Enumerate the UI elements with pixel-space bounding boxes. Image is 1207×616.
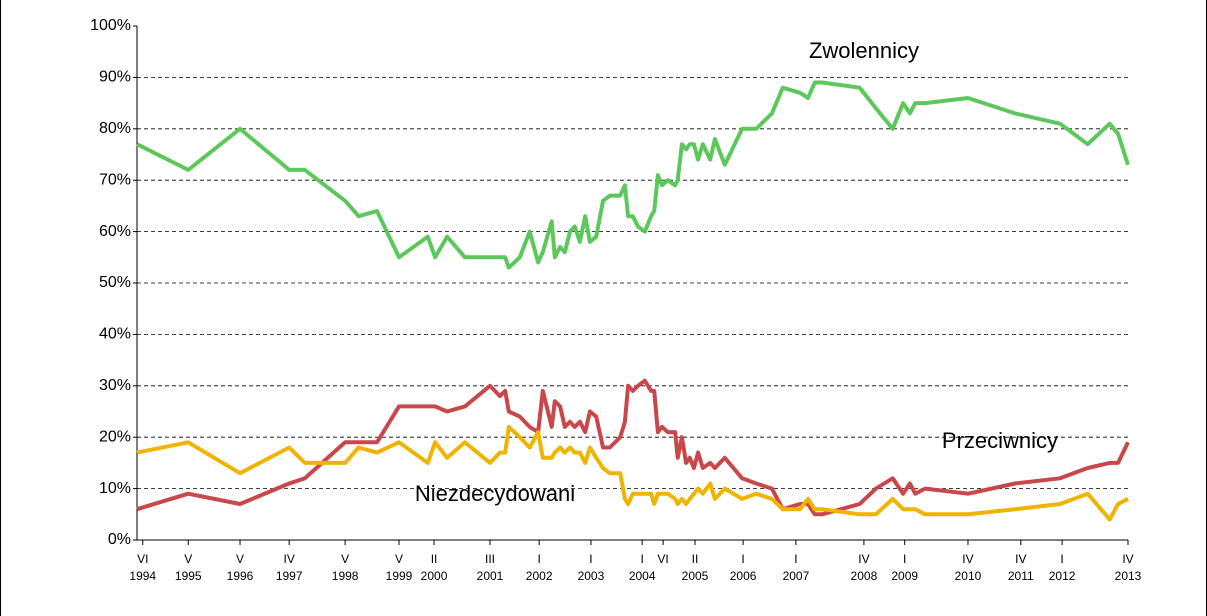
- y-tick-label: 90%: [99, 69, 131, 86]
- x-tick-label: V 1998: [332, 552, 359, 583]
- y-tick-label: 70%: [99, 171, 131, 188]
- series-label: Niezdecydowani: [415, 481, 575, 506]
- x-tick-label: I 2012: [1049, 552, 1076, 583]
- x-tick-label: IV 2010: [955, 552, 982, 583]
- x-tick-label: I 2009: [891, 552, 918, 583]
- x-tick-label: VI: [657, 552, 668, 566]
- x-tick-label: VI 1994: [129, 552, 156, 583]
- x-tick-label: I 2006: [730, 552, 757, 583]
- series-line: [136, 378, 1130, 517]
- series-line: [136, 80, 1130, 270]
- series-label: Przeciwnicy: [942, 428, 1058, 453]
- y-tick-label: 30%: [99, 377, 131, 394]
- y-tick-label: 20%: [99, 428, 131, 445]
- x-tick-label: IV 2011: [1008, 552, 1034, 583]
- y-tick-label: 0%: [108, 531, 131, 548]
- x-tick-label: I 2003: [578, 552, 605, 583]
- x-tick-label: IV 1997: [276, 552, 303, 583]
- y-tick-label: 50%: [99, 274, 131, 291]
- x-tick-label: IV 2013: [1115, 552, 1142, 583]
- y-tick-label: 60%: [99, 223, 131, 240]
- y-tick-label: 100%: [90, 17, 131, 34]
- x-tick-label: III 2001: [477, 552, 504, 583]
- series-line: [136, 424, 1129, 522]
- x-tick-label: I 2007: [783, 552, 810, 583]
- x-tick-label: I 2004: [629, 552, 656, 583]
- x-tick-label: II 2005: [682, 552, 709, 583]
- x-tick-label: V 1996: [227, 552, 254, 583]
- y-tick-label: 80%: [99, 120, 131, 137]
- x-tick-label: V 1999: [386, 552, 413, 583]
- y-tick-label: 40%: [99, 326, 131, 343]
- x-tick-label: II 2000: [421, 552, 448, 583]
- x-tick-label: I 2002: [526, 552, 553, 583]
- y-tick-label: 10%: [99, 480, 131, 497]
- x-tick-label: IV 2008: [851, 552, 878, 583]
- series-label: Zwolennicy: [809, 38, 919, 63]
- x-tick-label: V 1995: [175, 552, 202, 583]
